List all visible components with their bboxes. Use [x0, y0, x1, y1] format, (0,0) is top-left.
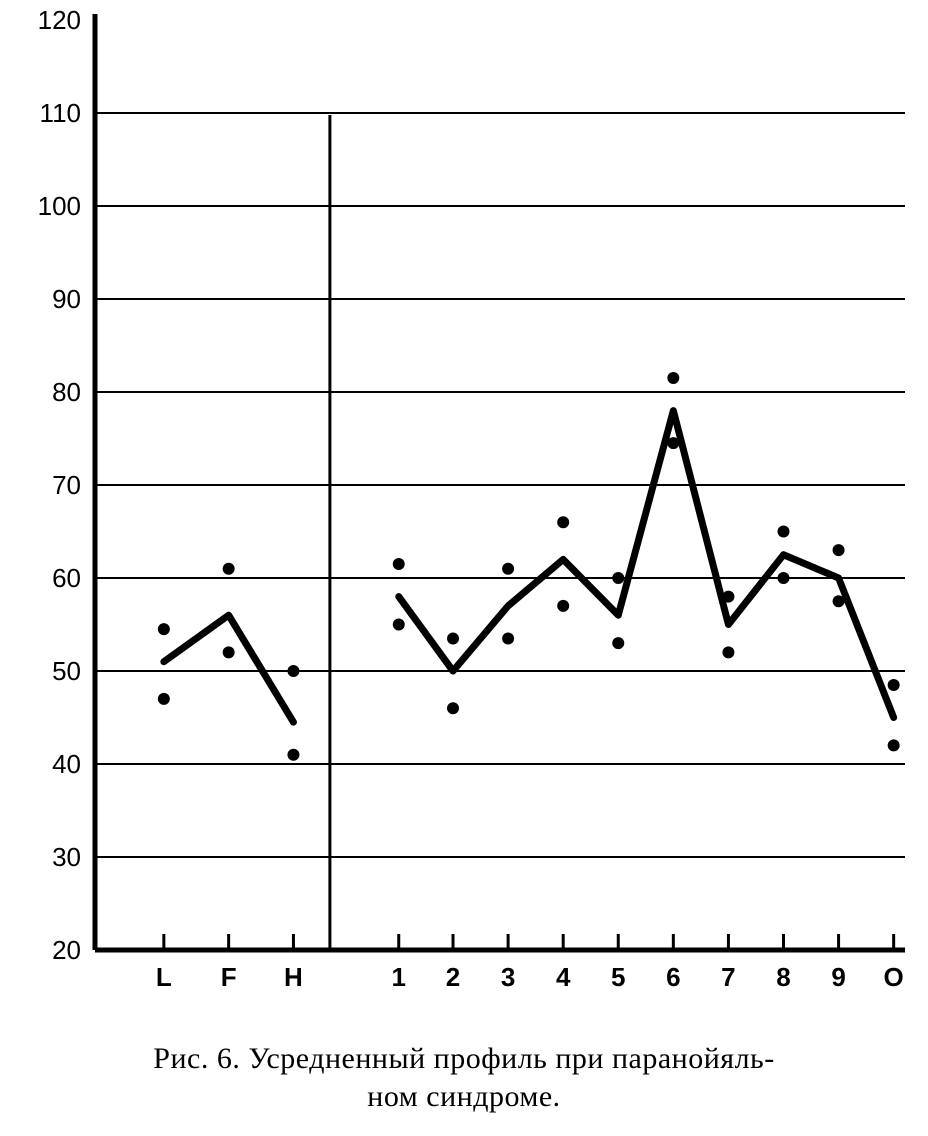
- svg-text:7: 7: [721, 962, 735, 992]
- caption-line-2: ном синдроме.: [367, 1080, 560, 1113]
- caption-line-1: Рис. 6. Усредненный профиль при паранойя…: [153, 1042, 774, 1075]
- svg-text:2: 2: [446, 962, 460, 992]
- svg-text:3: 3: [501, 962, 515, 992]
- svg-text:O: O: [884, 962, 904, 992]
- svg-text:90: 90: [52, 284, 81, 314]
- svg-text:F: F: [221, 962, 237, 992]
- svg-text:100: 100: [38, 191, 81, 221]
- svg-text:20: 20: [52, 935, 81, 965]
- profile-chart: 20 30 40 50 60 70 80 90 100 110 120 L F H 1 2 3 4 5 6 7 8 9 O: [0, 0, 928, 1136]
- svg-text:30: 30: [52, 842, 81, 872]
- svg-text:8: 8: [776, 962, 790, 992]
- svg-text:L: L: [156, 962, 172, 992]
- svg-text:4: 4: [556, 962, 571, 992]
- svg-text:120: 120: [38, 5, 81, 35]
- svg-text:1: 1: [392, 962, 406, 992]
- svg-text:70: 70: [52, 470, 81, 500]
- svg-text:110: 110: [40, 98, 81, 128]
- svg-text:50: 50: [52, 656, 81, 686]
- figure-container: 20 30 40 50 60 70 80 90 100 110 120 L F H 1 2 3 4 5 6 7 8 9 O Р…: [0, 0, 928, 1136]
- svg-text:H: H: [284, 962, 303, 992]
- svg-text:40: 40: [52, 749, 81, 779]
- svg-text:9: 9: [831, 962, 845, 992]
- figure-caption: Рис. 6. Усредненный профиль при паранойя…: [0, 1040, 928, 1115]
- svg-text:80: 80: [52, 377, 81, 407]
- svg-text:60: 60: [52, 563, 81, 593]
- svg-text:6: 6: [666, 962, 680, 992]
- svg-text:5: 5: [611, 962, 625, 992]
